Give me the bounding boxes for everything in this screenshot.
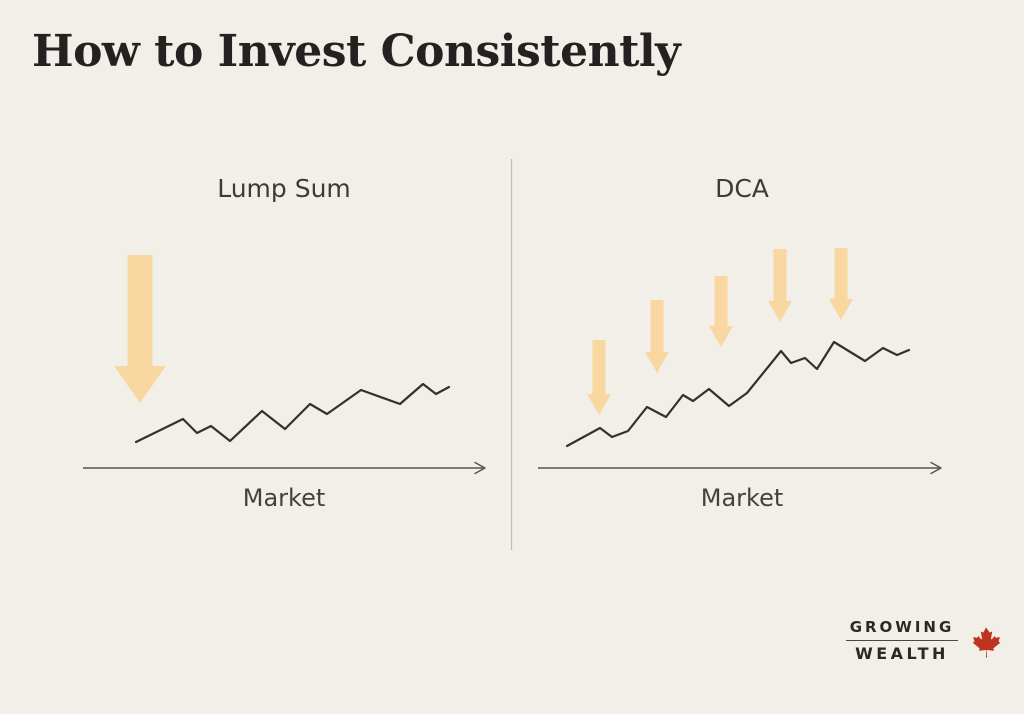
investment-down-arrow-icon — [587, 340, 611, 415]
logo-line-growing: GROWING — [846, 618, 958, 641]
growing-wealth-logo: GROWING WEALTH — [846, 618, 1003, 663]
lump_sum-market-line — [134, 382, 451, 444]
dca-axis-label: Market — [700, 484, 784, 512]
maple-leaf-icon — [972, 626, 1001, 657]
investment-down-arrow-icon — [114, 255, 166, 403]
axis-arrowhead-icon — [474, 461, 486, 475]
logo-line-wealth: WEALTH — [855, 644, 949, 663]
lump-sum-axis-label: Market — [242, 484, 326, 512]
investment-down-arrow-icon — [645, 300, 669, 373]
maple-leaf-shape — [972, 626, 1001, 657]
dca-market-line — [565, 340, 911, 448]
page-title: How to Invest Consistently — [32, 26, 681, 77]
investment-down-arrow-icon — [829, 248, 853, 320]
dca-panel-label: DCA — [715, 174, 769, 203]
lump-sum-panel-label: Lump Sum — [217, 174, 351, 203]
investment-down-arrow-icon — [768, 249, 792, 322]
investment-down-arrow-icon — [709, 276, 733, 347]
logo-text: GROWING WEALTH — [846, 618, 958, 663]
axis-arrowhead-icon — [930, 461, 942, 475]
